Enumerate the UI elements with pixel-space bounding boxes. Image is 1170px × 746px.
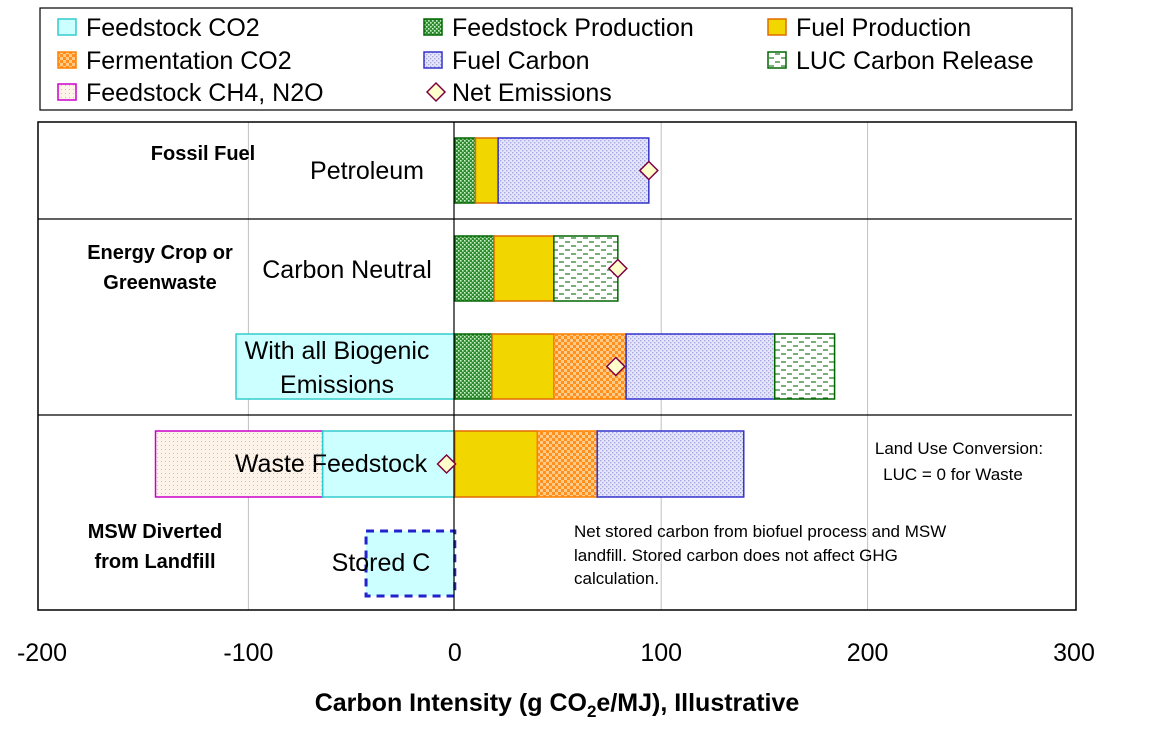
bar-segment-luc-carbon-release: [773, 333, 836, 400]
bar-segment-fuel-production: [491, 333, 555, 400]
legend-swatch-fermentation-co2: [57, 51, 77, 69]
group-label: Energy Crop or: [87, 242, 233, 264]
bar-segment-fuel-production: [454, 430, 539, 498]
bar-segment-fuel-production: [474, 137, 499, 204]
x-tick-label: 300: [1053, 639, 1095, 667]
legend-box: [39, 7, 1073, 111]
legend-swatch-luc-carbon-release: [767, 51, 787, 69]
bar-segment-luc-carbon-release: [553, 235, 619, 302]
x-tick-label: 100: [640, 639, 682, 667]
bar-segment-feedstock-production: [454, 333, 493, 400]
bars: [154, 137, 836, 598]
bar-segment-stored-c: [364, 529, 457, 598]
bar-segment-feedstock-production: [454, 137, 477, 204]
legend-swatch-feedstock-production: [423, 18, 443, 36]
category-labels: Petroleum Carbon Neutral With all Biogenic…: [87, 143, 432, 577]
group-label: Fossil Fuel: [151, 143, 255, 165]
bar-label: Carbon Neutral: [262, 256, 432, 284]
bar-label: Stored C: [332, 549, 431, 577]
bar-segment-fermentation-co2: [536, 430, 598, 498]
bar-segment-feedstock-production: [454, 235, 495, 302]
x-tick-label: -200: [17, 639, 67, 667]
bar-segment-feedstock-ch4-n2o: [154, 430, 324, 498]
x-tick-label: 0: [448, 639, 462, 667]
stored-carbon-note-line: landfill. Stored carbon does not affect …: [574, 546, 898, 565]
group-label: from Landfill: [94, 551, 215, 573]
x-axis-ticks: -200 -100 0 100 200 300: [17, 639, 1095, 667]
bar-segment-fuel-carbon: [596, 430, 745, 498]
legend: Feedstock CO2 Feedstock Production Fuel Pr…: [57, 14, 1034, 107]
bar-segment-feedstock-co2: [235, 333, 456, 400]
stored-carbon-note-line: Net stored carbon from biofuel process a…: [574, 522, 946, 541]
group-label: MSW Diverted: [88, 521, 222, 543]
legend-label-feedstock-co2: Feedstock CO2: [86, 14, 260, 42]
legend-label-luc-carbon-release: LUC Carbon Release: [796, 47, 1034, 75]
luc-note-line: Land Use Conversion:: [875, 439, 1043, 458]
bar-label: Petroleum: [310, 157, 424, 185]
net-emissions-marker: [436, 453, 457, 475]
bar-segment-fuel-carbon: [497, 137, 650, 204]
bar-label: Waste Feedstock: [235, 450, 428, 478]
legend-label-feedstock-production: Feedstock Production: [452, 14, 694, 42]
legend-swatch-feedstock-ch4-n2o: [57, 83, 77, 101]
annotations: Land Use Conversion: LUC = 0 for Waste Net…: [574, 439, 1043, 588]
x-tick-label: 200: [847, 639, 889, 667]
bar-label: Emissions: [280, 371, 394, 399]
net-emissions-marker: [605, 356, 626, 377]
legend-swatch-feedstock-co2: [57, 18, 77, 36]
bar-segment-fuel-production: [493, 235, 555, 302]
stored-carbon-note-line: calculation.: [574, 569, 659, 588]
bar-segment-feedstock-co2: [321, 430, 456, 498]
legend-label-net-emissions: Net Emissions: [452, 79, 612, 107]
x-axis-label: Carbon Intensity (g CO2e/MJ), Illustrati…: [315, 689, 800, 721]
x-tick-label: -100: [223, 639, 273, 667]
legend-label-fermentation-co2: Fermentation CO2: [86, 47, 292, 75]
legend-net-emissions-marker: [425, 81, 447, 103]
luc-note-line: LUC = 0 for Waste: [883, 465, 1023, 484]
legend-label-feedstock-ch4-n2o: Feedstock CH4, N2O: [86, 79, 324, 107]
legend-label-fuel-production: Fuel Production: [796, 14, 971, 42]
net-emissions-marker: [638, 160, 659, 181]
net-emission-markers: [436, 160, 659, 475]
legend-swatch-fuel-carbon: [423, 51, 443, 69]
plot-area-border: [37, 121, 1077, 611]
legend-label-fuel-carbon: Fuel Carbon: [452, 47, 590, 75]
bar-label: With all Biogenic: [245, 337, 430, 365]
legend-swatch-fuel-production: [767, 18, 787, 36]
net-emissions-marker: [607, 258, 628, 279]
bar-segment-fuel-carbon: [625, 333, 776, 400]
group-label: Greenwaste: [103, 272, 216, 294]
